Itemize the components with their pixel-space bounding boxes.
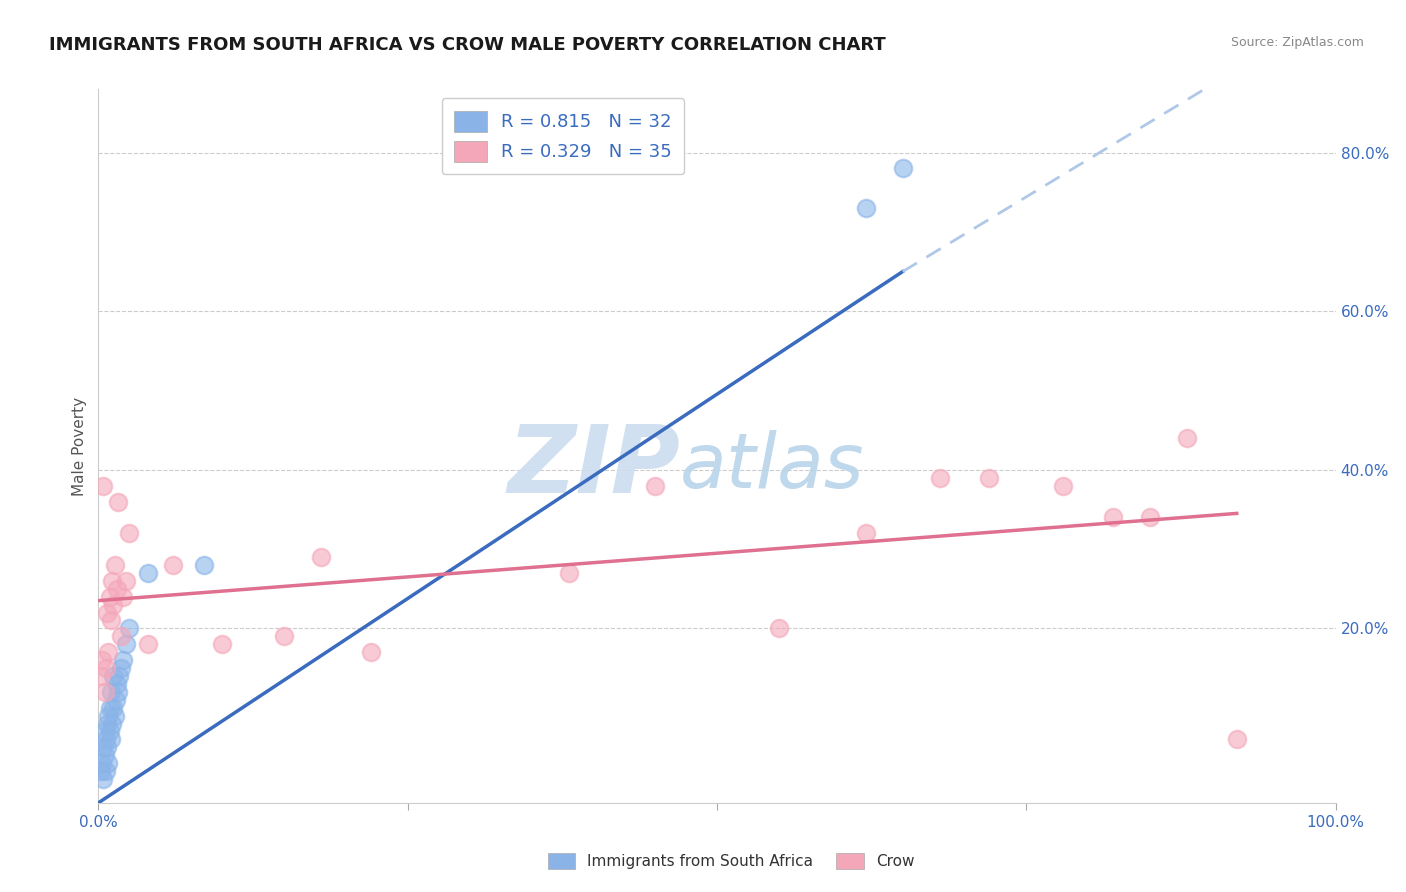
Point	[108, 669, 131, 683]
Point	[644, 478, 666, 492]
Point	[112, 590, 135, 604]
Point	[98, 590, 121, 604]
Point	[93, 478, 115, 492]
Point	[1102, 510, 1125, 524]
Point	[90, 764, 112, 778]
Point	[105, 677, 128, 691]
Point	[162, 558, 184, 572]
Text: ZIP: ZIP	[508, 421, 681, 514]
Point	[928, 471, 950, 485]
Point	[103, 598, 125, 612]
Point	[1175, 431, 1198, 445]
Point	[273, 629, 295, 643]
Point	[93, 724, 115, 739]
Point	[103, 558, 125, 572]
Point	[91, 653, 114, 667]
Point	[98, 700, 121, 714]
Point	[110, 629, 132, 643]
Point	[855, 526, 877, 541]
Point	[91, 756, 114, 771]
Point	[110, 661, 132, 675]
Legend: Immigrants from South Africa, Crow: Immigrants from South Africa, Crow	[541, 847, 921, 875]
Point	[97, 645, 120, 659]
Point	[118, 526, 141, 541]
Point	[891, 161, 914, 176]
Legend: R = 0.815   N = 32, R = 0.329   N = 35: R = 0.815 N = 32, R = 0.329 N = 35	[441, 98, 685, 174]
Point	[118, 621, 141, 635]
Point	[136, 637, 159, 651]
Point	[100, 732, 122, 747]
Point	[979, 471, 1001, 485]
Point	[768, 621, 790, 635]
Point	[103, 669, 125, 683]
Point	[97, 708, 120, 723]
Point	[557, 566, 579, 580]
Point	[104, 692, 127, 706]
Point	[100, 685, 122, 699]
Point	[93, 772, 115, 786]
Point	[1139, 510, 1161, 524]
Point	[193, 558, 215, 572]
Point	[93, 740, 115, 755]
Text: atlas: atlas	[681, 431, 865, 504]
Point	[107, 494, 129, 508]
Point	[98, 724, 121, 739]
Point	[94, 764, 117, 778]
Point	[94, 661, 117, 675]
Point	[97, 756, 120, 771]
Point	[96, 606, 118, 620]
Point	[94, 732, 117, 747]
Point	[101, 574, 124, 588]
Point	[100, 614, 122, 628]
Point	[112, 653, 135, 667]
Point	[1052, 478, 1074, 492]
Point	[360, 645, 382, 659]
Y-axis label: Male Poverty: Male Poverty	[72, 396, 87, 496]
Point	[103, 700, 125, 714]
Point	[96, 740, 118, 755]
Text: Source: ZipAtlas.com: Source: ZipAtlas.com	[1230, 36, 1364, 49]
Point	[1226, 732, 1249, 747]
Point	[107, 685, 129, 699]
Point	[93, 685, 115, 699]
Point	[114, 637, 136, 651]
Point	[309, 549, 332, 564]
Point	[114, 574, 136, 588]
Text: IMMIGRANTS FROM SOUTH AFRICA VS CROW MALE POVERTY CORRELATION CHART: IMMIGRANTS FROM SOUTH AFRICA VS CROW MAL…	[49, 36, 886, 54]
Point	[96, 716, 118, 731]
Point	[103, 708, 125, 723]
Point	[93, 748, 115, 763]
Point	[855, 201, 877, 215]
Point	[105, 582, 128, 596]
Point	[211, 637, 233, 651]
Point	[136, 566, 159, 580]
Point	[90, 669, 112, 683]
Point	[101, 716, 124, 731]
